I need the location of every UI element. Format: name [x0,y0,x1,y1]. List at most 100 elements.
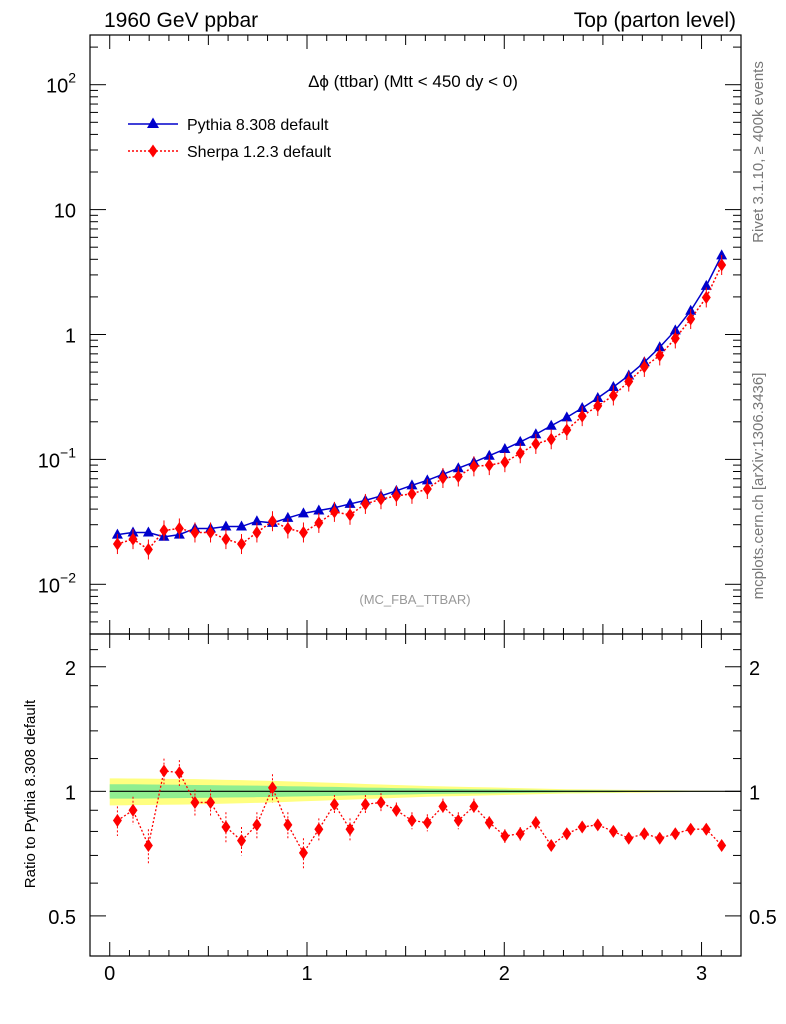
data-point [128,532,138,546]
mcplots-label: mcplots.cern.ch [arXiv:1306.3436] [750,373,767,600]
ratio-point [686,822,696,836]
data-point [545,419,557,430]
data-point [112,537,122,551]
ratio-point [608,824,618,838]
ratio-point [376,795,386,809]
data-point [391,489,401,503]
ratio-point [639,827,649,841]
ratio-point [422,816,432,830]
data-point [220,520,232,531]
ratio-point [252,818,262,832]
ratio-ytick-label: 1 [65,782,76,804]
top-plot-title: Δϕ (ttbar) (Mtt < 450 dy < 0) [308,72,518,91]
ratio-point [112,814,122,828]
data-point [298,525,308,539]
ratio-point [298,846,308,860]
ratio-point [546,838,556,852]
data-point [237,537,247,551]
ratio-point [531,816,541,830]
data-point [236,520,248,531]
top-panel-series [111,249,728,560]
data-point [670,331,680,345]
data-point [453,469,463,483]
ratio-point [329,797,339,811]
data-point [251,515,263,526]
ratio-point [143,838,153,852]
xtick-label: 1 [301,963,312,985]
ratio-point [593,818,603,832]
legend: Pythia 8.308 default Sherpa 1.2.3 defaul… [128,117,332,161]
data-point [515,446,525,460]
xtick-label: 0 [104,963,115,985]
ratio-ytick-label-right: 2 [749,658,760,680]
rivet-label: Rivet 3.1.10, ≥ 400k events [750,61,767,243]
data-point [438,471,448,485]
legend-item-sherpa: Sherpa 1.2.3 default [128,144,332,161]
ratio-point [407,814,417,828]
ratio-point [655,831,665,845]
ratio-point [237,834,247,848]
ratio-series-sherpa [112,758,727,869]
header-right-title: Top (parton level) [574,9,736,32]
data-point [561,411,573,422]
top-ytick-label: 10−2 [38,569,76,597]
data-point [546,432,556,446]
data-point [344,497,356,508]
data-point [624,375,634,389]
top-ytick-label: 10−1 [38,444,76,472]
data-point [313,504,325,515]
ratio-point [469,799,479,813]
data-point [593,399,603,413]
ratio-point [206,795,216,809]
data-point [111,528,123,539]
data-point [142,526,154,537]
ratio-point [624,831,634,845]
ratio-panel-ticks: 0.5 0.5 1 1 2 2 0 1 2 3 [48,634,777,985]
legend-label-sherpa: Sherpa 1.2.3 default [187,144,332,161]
series-line [117,264,723,551]
ratio-ytick-label-right: 1 [749,782,760,804]
xtick-label: 2 [499,963,510,985]
ratio-point [345,822,355,836]
data-point [655,348,665,362]
data-point [577,409,587,423]
data-point [407,487,417,501]
data-point [514,435,526,446]
ratio-point [283,818,293,832]
ratio-point [562,827,572,841]
top-ytick-label: 102 [46,70,76,98]
series-pythia [111,249,728,541]
data-point [639,360,649,374]
ratio-point [453,814,463,828]
data-point [700,279,712,290]
ratio-point [128,803,138,817]
top-ytick-label: 1 [65,326,76,348]
data-point [314,516,324,530]
ratio-panel-frame [89,633,742,957]
xtick-label: 3 [696,963,707,985]
ratio-point [314,822,324,836]
legend-item-pythia: Pythia 8.308 default [128,117,329,134]
header-left-title: 1960 GeV ppbar [104,9,258,32]
ratio-point [701,822,711,836]
ratio-ylabel: Ratio to Pythia 8.308 default [22,699,39,888]
data-point [499,443,511,454]
ratio-point [391,803,401,817]
ratio-point [717,838,727,852]
ratio-point [500,829,510,843]
ratio-point [438,799,448,813]
data-point [376,492,386,506]
ratio-point [267,781,277,795]
data-point [345,508,355,522]
ratio-point [360,797,370,811]
data-point [159,523,169,537]
top-ytick-label: 10 [54,201,76,223]
ratio-series [112,758,727,869]
data-point [252,525,262,539]
series-sherpa [112,255,727,560]
ratio-ytick-label-right: 0.5 [749,907,777,929]
ratio-point [670,827,680,841]
data-point [500,455,510,469]
top-panel-ticks: 10−2 10−1 1 10 102 [38,35,742,634]
